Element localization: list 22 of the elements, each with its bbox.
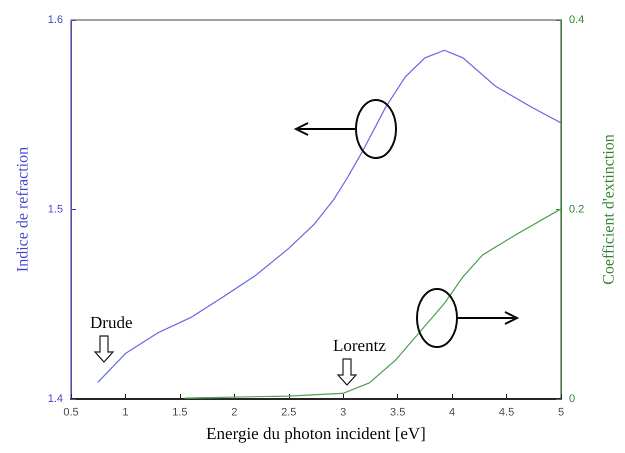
y-tick-label: 1.5: [48, 204, 63, 216]
x-tick-label: 1: [122, 406, 129, 418]
annotation: Drude: [90, 313, 132, 332]
y2-tick-label: 0: [569, 393, 576, 405]
x-axis-title: Energie du photon incident [eV]: [206, 424, 426, 443]
x-tick-label: 3.5: [390, 406, 406, 418]
y-tick-label: 1.6: [48, 14, 63, 26]
y2-tick-label: 0.4: [569, 14, 584, 26]
x-tick-label: 4.5: [498, 406, 514, 418]
y2-tick-label: 0.2: [569, 204, 584, 216]
x-tick-label: 3: [340, 406, 346, 418]
x-tick-label: 0.5: [63, 406, 79, 418]
line-series: [184, 208, 561, 399]
x-tick-label: 1.5: [172, 406, 188, 418]
x-tick-label: 4: [449, 406, 456, 418]
x-tick-label: 2.5: [281, 406, 296, 418]
x-tick-label: 2: [231, 406, 238, 418]
y2-axis-title: Coefficient d'extinction: [600, 134, 618, 285]
annotation: Lorentz: [333, 336, 386, 355]
x-tick-label: 5: [558, 406, 564, 418]
y-axis-title: Indice de refraction: [14, 146, 32, 272]
y-tick-label: 1.4: [48, 393, 63, 405]
